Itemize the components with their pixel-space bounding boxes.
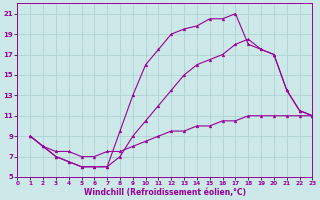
X-axis label: Windchill (Refroidissement éolien,°C): Windchill (Refroidissement éolien,°C): [84, 188, 246, 197]
